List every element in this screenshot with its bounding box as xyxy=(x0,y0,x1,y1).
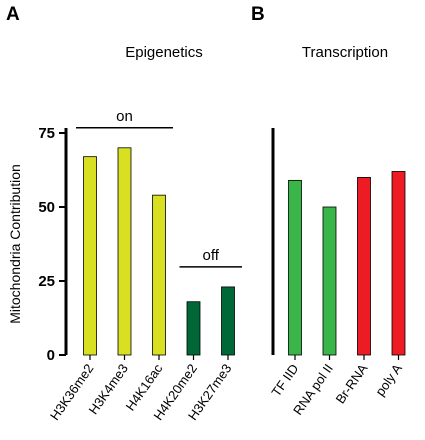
bar-h3k4me3 xyxy=(117,147,132,356)
chart-title-transcription: Transcription xyxy=(302,44,388,61)
bar-h4k20me2 xyxy=(186,301,201,356)
bar-poly-a xyxy=(391,171,406,356)
y-tick-label: 75 xyxy=(38,125,55,142)
x-tick-label: Br-RNA xyxy=(332,361,370,407)
bar-br-rna xyxy=(357,176,371,356)
y-tick-label: 0 xyxy=(47,347,55,364)
panel-letter-a: A xyxy=(6,4,20,25)
panel-letter-b: B xyxy=(251,4,265,25)
bar-h4k16ac xyxy=(152,194,166,356)
chart-title-epigenetics: Epigenetics xyxy=(125,44,203,61)
y-tick-label: 25 xyxy=(38,273,55,290)
x-tick-label: poly A xyxy=(372,361,405,399)
bar-h3k36me2 xyxy=(83,156,97,356)
bar-tf-iid xyxy=(288,179,302,356)
y-axis-title: Mitochondria Contribution xyxy=(7,164,23,324)
x-tick-label: TF IID xyxy=(268,361,301,399)
bar-rna-pol-ii xyxy=(322,206,337,356)
bar-h3k27me3 xyxy=(221,286,235,356)
x-tick-label: H3K36me2 xyxy=(47,361,97,423)
chart-panel-a: 0255075H3K36me2H3K4me3H4K16acH4K20me2H3K… xyxy=(38,108,242,423)
group-label-off: off xyxy=(203,247,220,264)
group-label-on: on xyxy=(116,108,133,125)
y-tick-label: 50 xyxy=(38,199,55,216)
